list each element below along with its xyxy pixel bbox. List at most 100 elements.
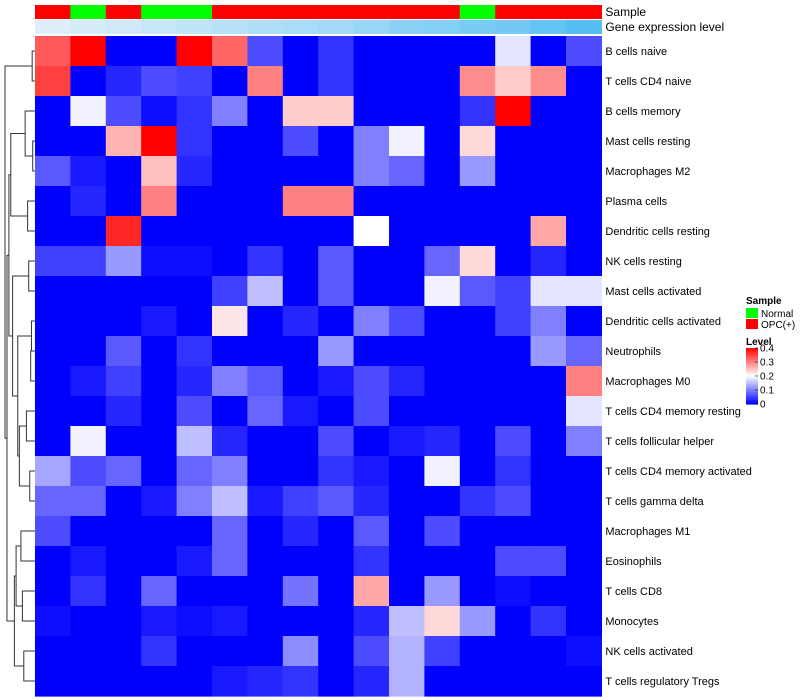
colorbar-tick-label: 0.4 <box>760 344 774 355</box>
heatmap-cell <box>35 606 71 637</box>
heatmap-cell <box>212 336 248 367</box>
heatmap-cell <box>70 396 107 427</box>
heatmap-cell <box>176 666 213 697</box>
heatmap-cell <box>105 276 142 307</box>
heatmap-cell <box>105 66 142 97</box>
colorbar-segment <box>746 354 758 357</box>
heatmap-cell <box>353 126 390 157</box>
heatmap-cell <box>530 276 567 307</box>
heatmap-cell <box>212 396 248 427</box>
heatmap-cell <box>105 186 142 217</box>
heatmap-cell <box>353 186 390 217</box>
row-label: Plasma cells <box>605 196 667 208</box>
heatmap-cell <box>105 336 142 367</box>
heatmap-cell <box>566 516 602 547</box>
heatmap-cell <box>70 666 107 697</box>
heatmap-cell <box>105 606 142 637</box>
heatmap-cell <box>141 546 178 577</box>
heatmap-cell <box>176 636 213 667</box>
heatmap-cell <box>318 156 355 187</box>
colorbar-segment <box>746 348 758 351</box>
heatmap-cell <box>495 666 532 697</box>
heatmap-cell <box>566 306 602 337</box>
heatmap-cell <box>212 246 248 277</box>
heatmap-cell <box>318 216 355 247</box>
colorbar-segment <box>746 382 758 385</box>
heatmap-cell <box>176 36 213 67</box>
heatmap-cell <box>389 576 425 607</box>
heatmap-cell <box>70 636 107 667</box>
heatmap-cell <box>141 426 178 457</box>
legend-opc-label: OPC(+) <box>761 320 795 331</box>
heatmap-cell <box>141 276 178 307</box>
heatmap-cell <box>495 396 532 427</box>
heatmap-cell <box>35 186 71 217</box>
heatmap-cell <box>141 636 178 667</box>
heatmap-cell <box>530 426 567 457</box>
heatmap-cell <box>353 516 390 547</box>
expression-annotation-cell <box>141 20 178 34</box>
heatmap-cell <box>353 396 390 427</box>
heatmap-cell <box>424 216 461 247</box>
dendrogram-branch <box>6 254 15 622</box>
heatmap-cell <box>282 456 319 487</box>
heatmap-cell <box>389 246 425 277</box>
heatmap-cell <box>530 186 567 217</box>
heatmap-cell <box>566 186 602 217</box>
heatmap-cell <box>282 366 319 397</box>
heatmap-cell <box>318 36 355 67</box>
heatmap-cell <box>176 366 213 397</box>
heatmap-cell <box>141 66 178 97</box>
heatmap-cell <box>282 396 319 427</box>
heatmap-cell <box>389 366 425 397</box>
heatmap-cell <box>105 216 142 247</box>
heatmap-cell <box>459 276 496 307</box>
heatmap-cell <box>495 546 532 577</box>
heatmap-cell <box>212 216 248 247</box>
heatmap-cell <box>70 576 107 607</box>
dendrogram-branch <box>28 260 35 292</box>
heatmap-cell <box>318 306 355 337</box>
colorbar-segment <box>746 386 758 389</box>
row-label: Dendritic cells activated <box>605 316 721 328</box>
heatmap-cell <box>424 186 461 217</box>
heatmap-cell <box>212 276 248 307</box>
dendrogram-branch <box>18 425 30 487</box>
heatmap-cell <box>35 306 71 337</box>
heatmap-cell <box>247 186 284 217</box>
row-label: NK cells resting <box>605 256 681 268</box>
colorbar-segment <box>746 388 758 391</box>
heatmap-cell <box>212 576 248 607</box>
heatmap-cell <box>141 96 178 127</box>
expression-annotation-cell <box>176 20 213 34</box>
heatmap-cell <box>389 36 425 67</box>
heatmap-cell <box>35 486 71 517</box>
heatmap-cell <box>566 486 602 517</box>
heatmap-cell <box>389 426 425 457</box>
row-label: NK cells activated <box>605 646 692 658</box>
heatmap-cell <box>70 126 107 157</box>
heatmap-cell <box>495 66 532 97</box>
row-label: B cells memory <box>605 106 681 118</box>
heatmap-cell <box>389 456 425 487</box>
heatmap-cell <box>495 156 532 187</box>
heatmap-cell <box>389 156 425 187</box>
heatmap-cell <box>424 396 461 427</box>
heatmap-cell <box>70 96 107 127</box>
heatmap-cell <box>353 66 390 97</box>
heatmap-cell <box>176 546 213 577</box>
heatmap-cell <box>353 306 390 337</box>
colorbar-tick-label: 0.1 <box>760 386 774 397</box>
heatmap-cell <box>566 426 602 457</box>
heatmap-cell <box>247 156 284 187</box>
heatmap-cell <box>459 306 496 337</box>
heatmap-cell <box>70 186 107 217</box>
heatmap-cell <box>212 606 248 637</box>
heatmap-cell <box>282 666 319 697</box>
heatmap-cell <box>530 156 567 187</box>
colorbar-segment <box>746 372 758 375</box>
heatmap-cell <box>70 216 107 247</box>
legend-level-ticks: 0.4 0.3 0.2 0.1 0 <box>755 344 774 411</box>
heatmap-cell <box>282 576 319 607</box>
